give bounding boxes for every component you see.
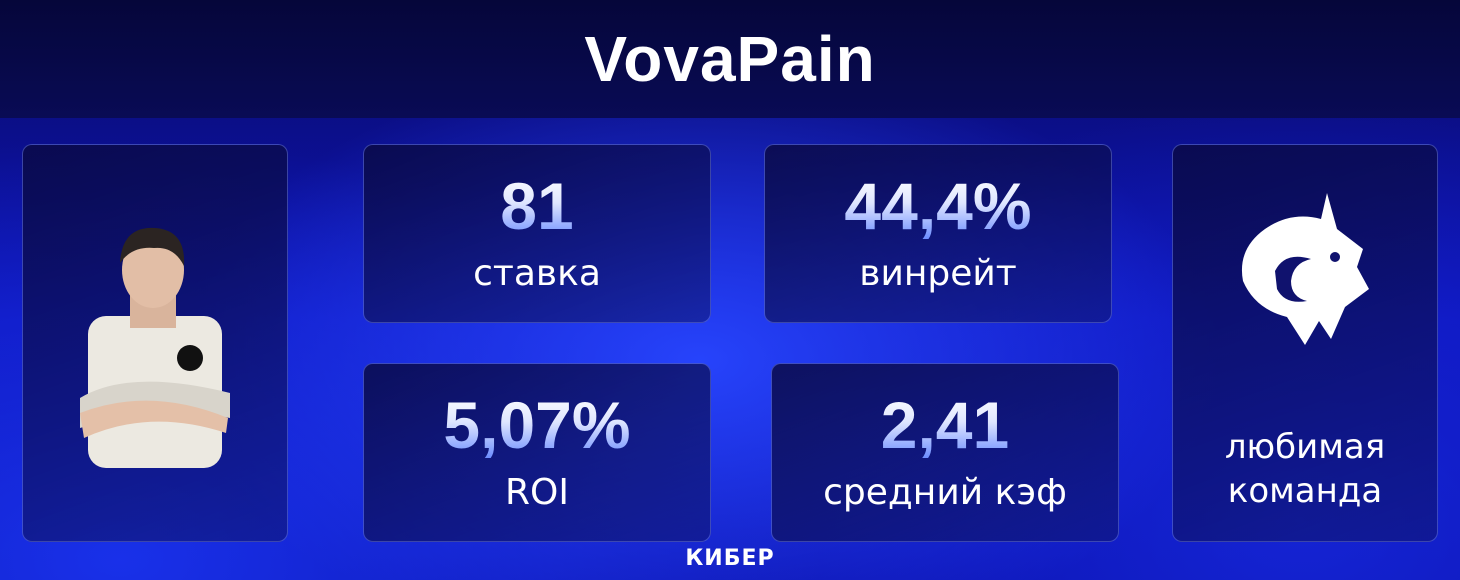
stat-label: средний кэф [823, 472, 1067, 513]
stat-card: 81 ставка [363, 144, 711, 323]
team-card: любимая команда [1172, 144, 1438, 542]
stat-label: винрейт [859, 253, 1017, 294]
stat-label: ставка [473, 253, 601, 294]
stat-value: 44,4% [844, 169, 1032, 243]
team-label-line: команда [1227, 471, 1383, 512]
stat-value: 5,07% [443, 388, 631, 462]
stat-value: 2,41 [880, 388, 1010, 462]
stat-card: 44,4% винрейт [764, 144, 1112, 323]
stat-label: ROI [505, 472, 569, 513]
stat-card: 5,07% ROI [363, 363, 711, 542]
stat-card: 2,41 средний кэф [771, 363, 1119, 542]
player-name: VovaPain [584, 23, 876, 95]
header: VovaPain [0, 0, 1460, 118]
player-photo [80, 227, 230, 468]
stat-value: 81 [500, 169, 574, 243]
brand: КИБЕР [685, 546, 775, 571]
player-photo-card [22, 144, 288, 542]
team-label-line: любимая [1224, 427, 1386, 467]
team-logo [1241, 193, 1369, 345]
team-label: любимая команда [1173, 425, 1437, 513]
